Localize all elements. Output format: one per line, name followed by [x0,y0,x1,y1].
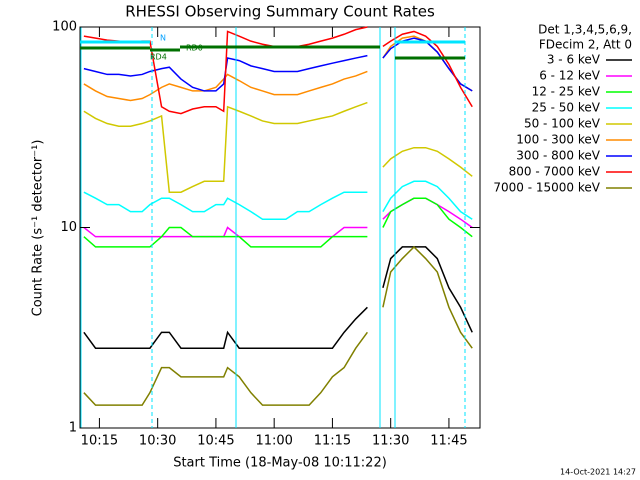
legend-label: 3 - 6 keV [547,53,601,67]
footer-date: 14-Oct-2021 14:27 [560,468,636,477]
x-tick-label: 11:30 [372,434,409,449]
legend-label: 7000 - 15000 keV [493,181,600,195]
plot-frame [79,26,481,429]
y-tick-label: 100 [52,20,77,35]
series-line [83,331,368,406]
annotation: RD4 [150,53,167,62]
x-tick-label: 11:15 [314,434,351,449]
x-tick-label: 10:15 [81,434,118,449]
series-line [83,306,368,349]
y-tick-label: 1 [69,421,77,436]
x-axis-label: Start Time (18-May-08 10:11:22) [173,456,387,471]
chart-title: RHESSI Observing Summary Count Rates [125,3,435,21]
legend-label: 300 - 800 keV [516,149,600,163]
series-line [83,226,368,248]
legend-label: 25 - 50 keV [532,101,601,115]
legend-label: 6 - 12 keV [539,69,601,83]
annotation: N [160,34,166,43]
x-tick-label: 10:45 [197,434,234,449]
series-line [83,54,368,92]
x-tick-label: 11:45 [430,434,467,449]
x-tick-label: 11:00 [255,434,292,449]
legend-label: 12 - 25 keV [532,85,601,99]
series-line [83,101,368,193]
legend-label: 100 - 300 keV [516,133,600,147]
time-markers [80,27,466,428]
y-axis-label: Count Rate (s⁻¹ detector⁻¹) [31,140,46,317]
rd-bars [80,45,465,60]
series-line [83,191,368,220]
y-tick-label: 10 [60,220,77,235]
legend-header: FDecim 2, Att 0 [539,38,632,52]
legend-label: 50 - 100 keV [524,117,601,131]
legend-label: 800 - 7000 keV [509,165,601,179]
x-tick-label: 10:30 [139,434,176,449]
legend-header: Det 1,3,4,5,6,9, [538,23,632,37]
annotation: RD0 [186,44,203,53]
